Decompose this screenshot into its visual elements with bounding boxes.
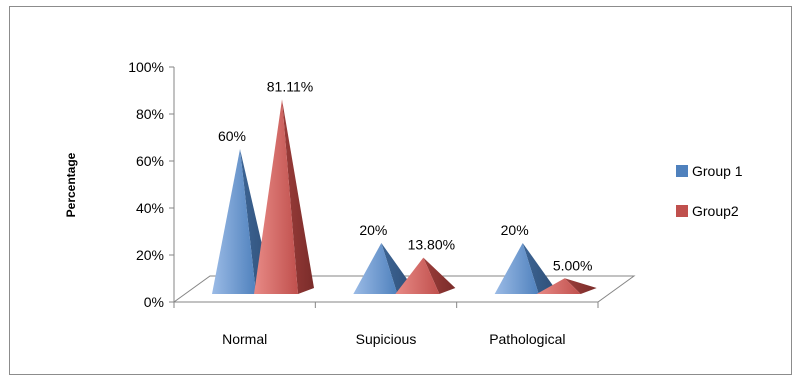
chart-frame	[9, 6, 792, 375]
x-category-label: Normal	[222, 331, 267, 347]
legend: Group 1 Group2	[676, 163, 743, 219]
pyramid-0-side	[522, 243, 555, 294]
legend-swatch-1	[676, 205, 688, 217]
legend-label: Group 1	[692, 163, 743, 179]
data-labels: 60% 81.11% 20% 13.80% 20% 5.00%	[218, 78, 593, 273]
legend-label: Group2	[692, 203, 739, 219]
pyramid-1-side	[423, 257, 456, 294]
pyramid-0-front	[494, 243, 539, 294]
data-marks	[212, 99, 597, 294]
data-label: 13.80%	[408, 237, 455, 253]
pyramid-1-side	[282, 99, 314, 294]
y-tick-label: 0%	[144, 294, 164, 310]
data-label: 20%	[501, 222, 529, 238]
legend-swatch-0	[676, 165, 688, 177]
x-category-label: Supicious	[356, 331, 417, 347]
data-label: 81.11%	[267, 78, 313, 94]
data-label: 5.00%	[553, 257, 593, 273]
axes: 0% 20% 40% 60% 80% 100% Percentage Normal Supici…	[64, 59, 599, 347]
y-axis-title: Percentage	[64, 152, 78, 217]
y-tick-label: 40%	[136, 200, 164, 216]
y-tick-label: 20%	[136, 247, 164, 263]
pyramid-1-side	[564, 278, 597, 294]
pyramid-1-front	[536, 278, 581, 294]
pyramid-1-front	[395, 257, 440, 294]
pyramid-0-front	[353, 243, 398, 294]
pyramid-1-front	[254, 99, 298, 294]
y-tick-label: 60%	[136, 153, 164, 169]
pyramid-0-front	[212, 149, 256, 294]
data-label: 20%	[359, 222, 387, 238]
data-label: 60%	[218, 128, 246, 144]
y-tick-label: 100%	[128, 59, 164, 75]
y-tick-label: 80%	[136, 106, 164, 122]
x-category-label: Pathological	[489, 331, 565, 347]
